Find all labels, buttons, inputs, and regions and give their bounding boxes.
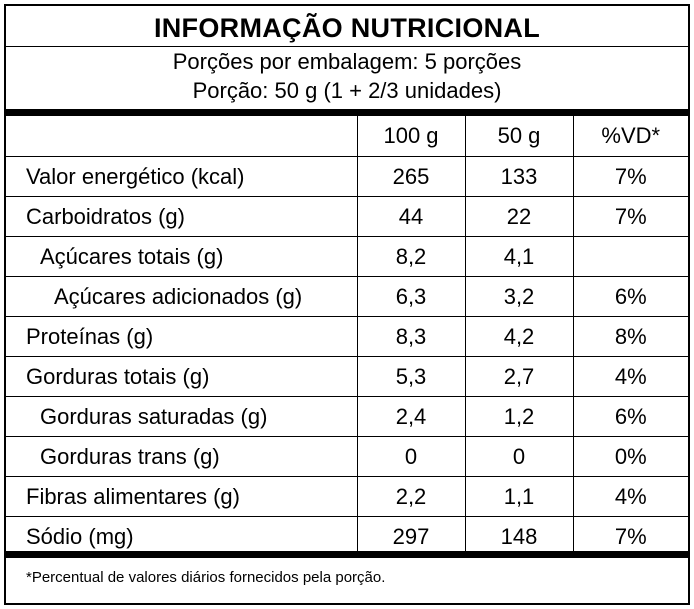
table-row: Proteínas (g) 8,3 4,2 8%: [6, 316, 688, 357]
servings-per-package: Porções por embalagem: 5 porções: [172, 49, 522, 74]
table-row: Valor energético (kcal) 265 133 7%: [6, 156, 688, 197]
value-per-100g: 8,2: [356, 236, 465, 277]
table-row: Fibras alimentares (g) 2,2 1,1 4%: [6, 476, 688, 517]
daily-value-percent: 7%: [572, 516, 688, 556]
table-row: Carboidratos (g) 44 22 7%: [6, 196, 688, 237]
value-per-100g: 297: [356, 516, 465, 556]
title-divider: [6, 46, 688, 47]
value-per-portion: 1,2: [464, 396, 573, 437]
daily-value-percent: 4%: [572, 476, 688, 517]
nutrition-facts-label: INFORMAÇÃO NUTRICIONAL Porções por embal…: [4, 4, 690, 605]
value-per-portion: 3,2: [464, 276, 573, 317]
nutrition-table: 100 g 50 g %VD* Valor energético (kcal) …: [6, 116, 688, 556]
table-row: Açúcares adicionados (g) 6,3 3,2 6%: [6, 276, 688, 317]
value-per-portion: 0: [464, 436, 573, 477]
value-per-100g: 5,3: [356, 356, 465, 397]
daily-value-percent: 7%: [572, 156, 688, 197]
table-row: Açúcares totais (g) 8,2 4,1: [6, 236, 688, 277]
label-title: INFORMAÇÃO NUTRICIONAL: [153, 13, 541, 43]
table-row: Gorduras trans (g) 0 0 0%: [6, 436, 688, 477]
nutrient-name: Açúcares totais (g): [6, 236, 357, 277]
value-per-portion: 133: [464, 156, 573, 197]
header-cell-100g: 100 g: [356, 116, 465, 157]
nutrient-name: Proteínas (g): [6, 316, 357, 357]
daily-value-percent: 6%: [572, 396, 688, 437]
daily-value-percent: 6%: [572, 276, 688, 317]
value-per-portion: 148: [464, 516, 573, 556]
nutrient-name: Valor energético (kcal): [6, 156, 357, 197]
serving-size: Porção: 50 g (1 + 2/3 unidades): [192, 78, 502, 103]
nutrient-name: Gorduras trans (g): [6, 436, 357, 477]
nutrient-name: Gorduras saturadas (g): [6, 396, 357, 437]
value-per-portion: 4,2: [464, 316, 573, 357]
nutrient-name: Sódio (mg): [26, 523, 134, 549]
nutrient-name: Carboidratos (g): [6, 196, 357, 237]
daily-value-percent: 8%: [572, 316, 688, 357]
table-row: Gorduras saturadas (g) 2,4 1,2 6%: [6, 396, 688, 437]
nutrient-name: Fibras alimentares (g): [6, 476, 357, 517]
value-per-100g: 8,3: [356, 316, 465, 357]
value-per-portion: 2,7: [464, 356, 573, 397]
value-per-100g: 6,3: [356, 276, 465, 317]
table-row: Gorduras totais (g) 5,3 2,7 4%: [6, 356, 688, 397]
footnote: *Percentual de valores diários fornecido…: [26, 569, 386, 586]
header-cell-daily-value: %VD*: [572, 116, 688, 157]
header-cell-nutrient: [6, 116, 357, 157]
table-header-row: 100 g 50 g %VD*: [6, 116, 688, 157]
daily-value-percent: 0%: [572, 436, 688, 477]
footer-thick-divider: [6, 551, 688, 558]
nutrient-name: Açúcares adicionados (g): [6, 276, 357, 317]
value-per-portion: 1,1: [464, 476, 573, 517]
value-per-100g: 0: [356, 436, 465, 477]
table-row: Sódio (mg) 297 148 7%: [6, 516, 688, 556]
value-per-100g: 2,4: [356, 396, 465, 437]
daily-value-percent: [572, 236, 688, 277]
value-per-portion: 22: [464, 196, 573, 237]
daily-value-percent: 4%: [572, 356, 688, 397]
value-per-100g: 265: [356, 156, 465, 197]
value-per-portion: 4,1: [464, 236, 573, 277]
nutrient-name: Gorduras totais (g): [6, 356, 357, 397]
daily-value-percent: 7%: [572, 196, 688, 237]
value-per-100g: 44: [356, 196, 465, 237]
value-per-100g: 2,2: [356, 476, 465, 517]
header-cell-portion: 50 g: [464, 116, 573, 157]
header-thick-divider: [6, 109, 688, 116]
